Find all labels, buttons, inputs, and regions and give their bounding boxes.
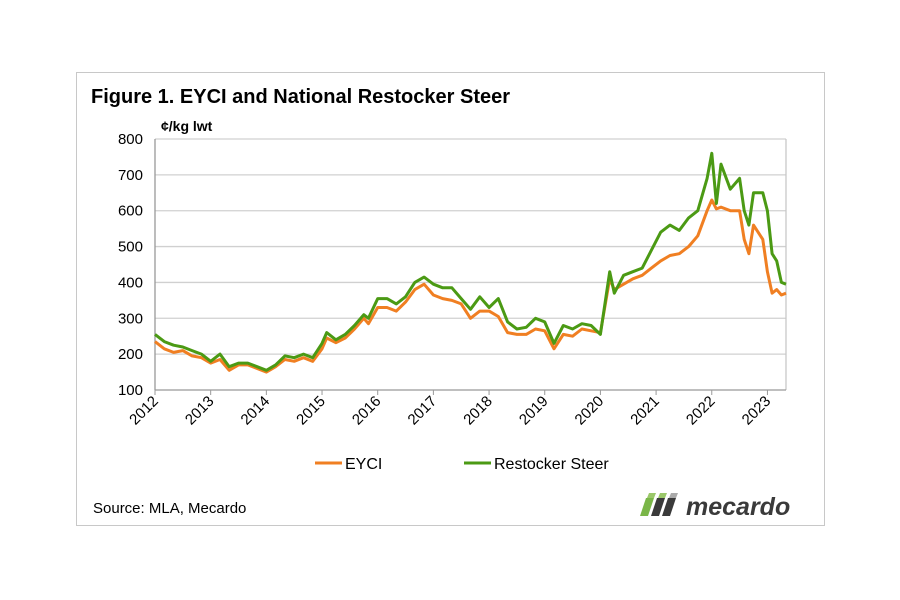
source-note: Source: MLA, Mecardo [93, 500, 247, 517]
y-tick-label: 700 [118, 167, 143, 184]
svg-text:mecardo: mecardo [686, 493, 790, 520]
y-axis-unit-label: ¢/kg lwt [161, 118, 213, 134]
x-tick-label: 2014 [238, 393, 274, 429]
y-tick-label: 800 [118, 131, 143, 148]
legend-label: Restocker Steer [494, 456, 609, 473]
chart-frame [76, 72, 825, 526]
y-tick-label: 400 [118, 274, 143, 291]
x-tick-label: 2021 [627, 393, 663, 429]
x-tick-label: 2013 [182, 393, 218, 429]
y-tick-label: 200 [118, 346, 143, 363]
y-tick-label: 300 [118, 310, 143, 327]
x-tick-label: 2022 [683, 393, 719, 429]
x-tick-label: 2019 [516, 393, 552, 429]
x-tick-label: 2020 [572, 393, 608, 429]
legend-label: EYCI [345, 456, 382, 473]
x-tick-label: 2017 [405, 393, 441, 429]
x-tick-label: 2015 [293, 393, 329, 429]
chart-title: Figure 1. EYCI and National Restocker St… [91, 86, 511, 108]
y-tick-label: 500 [118, 239, 143, 256]
y-tick-label: 100 [118, 382, 143, 399]
x-tick-label: 2023 [739, 393, 775, 429]
series-line-restocker-steer [154, 151, 787, 372]
y-tick-label: 600 [118, 203, 143, 220]
x-tick-label: 2018 [460, 393, 496, 429]
series-line-eyci [154, 198, 787, 374]
x-tick-label: 2016 [349, 393, 385, 429]
mecardo-logo: mecardo [640, 493, 790, 520]
